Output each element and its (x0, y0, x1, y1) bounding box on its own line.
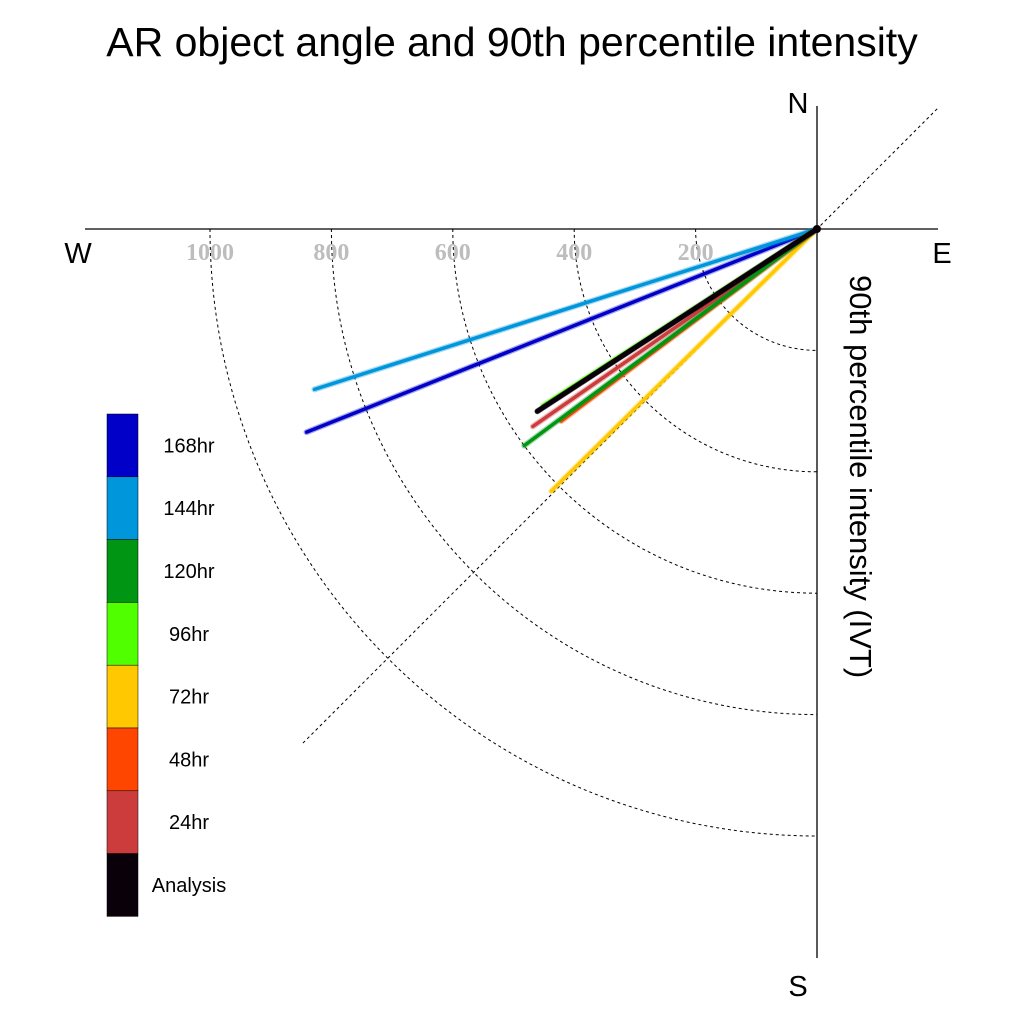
legend-swatch-72hr (106, 664, 139, 729)
radial-ticks: 200 400 600 800 1000 (186, 240, 714, 266)
legend-label-24hr: 24hr (169, 812, 209, 834)
chart-title: AR object angle and 90th percentile inte… (106, 19, 918, 65)
legend-swatch-analysis (106, 853, 139, 917)
axes (85, 106, 938, 958)
series-group (303, 225, 821, 495)
legend-label-120hr: 120hr (163, 561, 214, 583)
legend: 168hr 144hr 120hr 96hr 72hr 48hr 24hr Analysis (106, 413, 226, 917)
legend-label-48hr: 48hr (169, 749, 209, 771)
legend-swatch-24hr (106, 790, 139, 854)
legend-swatch-96hr (106, 602, 139, 666)
legend-label-144hr: 144hr (163, 498, 214, 520)
legend-swatch-48hr (106, 727, 139, 792)
compass-north: N (788, 88, 809, 120)
series-line-analysis (534, 226, 820, 414)
grid-arc-400 (573, 228, 818, 473)
legend-label-96hr: 96hr (169, 624, 209, 646)
series-line-120hr (522, 227, 819, 448)
radial-tick-label-800: 800 (313, 240, 349, 266)
legend-label-168hr: 168hr (163, 435, 214, 457)
radial-tick-label-200: 200 (678, 240, 714, 266)
grid-arc-800 (330, 228, 818, 716)
legend-swatch-144hr (106, 476, 139, 540)
grid-arc-600 (452, 228, 818, 594)
grid-arc-200 (695, 228, 818, 351)
series-line-168hr (304, 227, 819, 434)
compass-east: E (932, 238, 951, 270)
radial-tick-label-600: 600 (435, 240, 471, 266)
series-line-144hr (312, 227, 819, 392)
radial-axis-label: 90th percentile intensity (IVT) (843, 275, 878, 678)
legend-swatch-120hr (106, 539, 139, 603)
origin-point (813, 225, 821, 233)
radial-tick-label-400: 400 (556, 240, 592, 266)
radial-tick-label-1000: 1000 (186, 240, 234, 266)
legend-label-analysis: Analysis (152, 875, 226, 897)
grid (209, 108, 938, 837)
legend-swatch-168hr (106, 413, 139, 478)
legend-label-72hr: 72hr (169, 687, 209, 709)
compass-south: S (788, 971, 807, 1003)
series-line-72hr (549, 227, 819, 493)
compass-west: W (64, 238, 92, 270)
